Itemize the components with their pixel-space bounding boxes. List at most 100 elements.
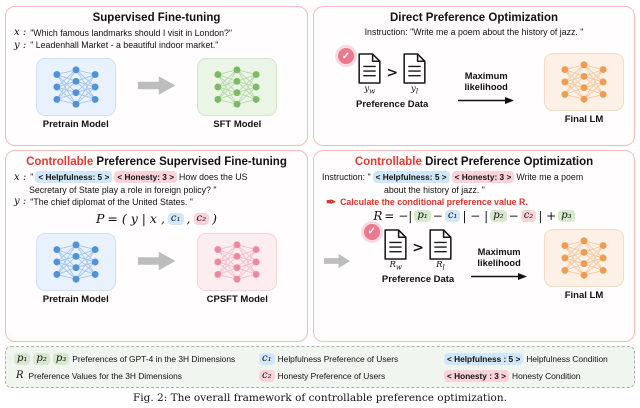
c2-pill: c₂	[520, 209, 537, 222]
cpsft-model: CPSFT Model	[197, 233, 278, 305]
sft-title: Supervised Fine-tuning	[92, 12, 221, 24]
doc-label: yw	[364, 84, 376, 96]
sft-y-line: y : " Leadenhall Market - a beautiful in…	[14, 40, 299, 51]
model-label: Pretrain Model	[42, 118, 109, 130]
dpo-panel: Direct Preference Optimization Instructi…	[313, 6, 635, 146]
neural-network-icon	[197, 233, 278, 291]
greater-than: >	[412, 240, 424, 257]
block-arrow-icon	[324, 253, 350, 269]
model-label: SFT Model	[213, 118, 262, 130]
helpfulness-condition-pill: < Helpfulness : 5 >	[444, 352, 524, 365]
cpsft-y-line: y : "The chief diplomat of the United St…	[14, 196, 193, 207]
legend-c1-item: c₁ Helpfulness Preference of Users	[259, 352, 444, 365]
dpo-title: Direct Preference Optimization	[389, 12, 559, 24]
cpsft-x-line2: Secretary of State play a role in foreig…	[29, 184, 217, 195]
bottom-row: Controllable Preference Supervised Fine-…	[5, 150, 635, 342]
checkmark-icon: ✓	[363, 223, 380, 240]
legend-helpfulness-item: < Helpfulness : 5 > Helpfulness Conditio…	[444, 352, 626, 365]
cpsft-title: Controllable Preference Supervised Fine-…	[26, 156, 287, 168]
arrow-icon	[457, 96, 515, 105]
legend-r-item: R Preference Values for the 3H Dimension…	[16, 370, 182, 381]
model-label: Pretrain Model	[42, 294, 109, 305]
sft-x-line: x : "Which famous landmarks should I vis…	[14, 27, 299, 38]
sft-panel: Supervised Fine-tuning x : "Which famous…	[5, 6, 308, 146]
y-text: " Leadenhall Market - a beautiful indoor…	[30, 40, 219, 50]
figure-caption: Fig. 2: The overall framework of control…	[133, 392, 507, 404]
neural-network-icon	[543, 228, 624, 287]
helpfulness-condition-pill: < Helpfulness: 5 >	[372, 171, 450, 183]
honesty-condition-pill: < Honesty : 3 >	[444, 369, 510, 382]
x-variable: x :	[14, 171, 27, 183]
sft-model: SFT Model	[197, 57, 278, 130]
dpo-diagram: ✓ yw > yl Preference Data	[322, 48, 626, 125]
c1-pill: c₁	[259, 352, 275, 365]
doc-label: Rl	[436, 259, 445, 272]
doc-label: yl	[411, 84, 419, 96]
preference-data-group: ✓ yw > yl Preference Data	[338, 48, 429, 110]
doc-label: Rw	[389, 259, 402, 272]
document-icon: Rw	[383, 229, 408, 273]
x-variable: x :	[14, 27, 27, 38]
legend-c2-item: c₂ Honesty Preference of Users	[259, 369, 444, 382]
p1-pill: p₁	[14, 352, 31, 365]
preference-data-group: ✓ Rw > Rl Preference Data	[363, 223, 455, 286]
legend-honesty-item: < Honesty : 3 > Honesty Condition	[444, 369, 626, 382]
block-arrow-icon	[137, 76, 176, 95]
cdpo-formula: R = −| p₁ − c₁ | − | p₂ − c₂ | + p₃	[322, 209, 626, 223]
model-label: Final LM	[564, 289, 604, 301]
model-label: Final LM	[564, 114, 604, 125]
document-icon: yl	[402, 53, 427, 97]
cdpo-instruction-line1: Instruction: " < Helpfulness: 5 > < Hone…	[322, 171, 584, 183]
y-variable: y :	[14, 196, 27, 207]
pretrain-model: Pretrain Model	[35, 57, 116, 130]
cpsft-diagram: Pretrain Model CPSFT Model	[14, 233, 299, 305]
legend: p₁ p₂ p₃ Preferences of GPT-4 in the 3H …	[5, 346, 635, 388]
x-text: "Which famous landmarks should I visit i…	[30, 27, 233, 38]
cdpo-panel: Controllable Direct Preference Optimizat…	[313, 150, 635, 342]
neural-network-icon	[543, 53, 624, 111]
cpsft-panel: Controllable Preference Supervised Fine-…	[5, 150, 308, 342]
helpfulness-condition-pill: < Helpfulness: 5 >	[35, 171, 113, 183]
honesty-condition-pill: < Honesty: 3 >	[451, 171, 515, 183]
checkmark-icon: ✓	[338, 48, 354, 64]
calc-note: ✒ Calculate the conditional preference v…	[326, 194, 528, 209]
maximum-likelihood: Maximum likelihood	[470, 247, 528, 281]
p2-pill: p₂	[490, 209, 507, 222]
greater-than: >	[386, 64, 399, 81]
pretrain-model: Pretrain Model	[35, 233, 116, 305]
c2-pill: c₂	[193, 212, 210, 225]
arrow-icon	[470, 272, 528, 281]
document-icon: yw	[357, 53, 382, 97]
dpo-instruction: Instruction: "Write me a poem about the …	[364, 27, 584, 37]
p2-pill: p₂	[33, 352, 50, 365]
legend-p-item: p₁ p₂ p₃ Preferences of GPT-4 in the 3H …	[14, 352, 259, 365]
neural-network-icon	[197, 57, 278, 116]
cdpo-instruction-line2: about the history of jazz. "	[384, 184, 485, 195]
block-arrow-icon	[137, 251, 176, 271]
sft-diagram: Pretrain Model SFT Model	[14, 57, 299, 130]
cdpo-diagram: ✓ Rw > Rl Preference Data	[322, 223, 626, 301]
preference-data-label: Preference Data	[381, 274, 455, 286]
cpsft-x-line1: x : " < Helpfulness: 5 > < Honesty: 3 > …	[14, 171, 248, 183]
maximum-likelihood: Maximum likelihood	[457, 71, 515, 105]
y-variable: y :	[14, 39, 27, 51]
c1-pill: c₁	[444, 209, 461, 222]
preference-data-label: Preference Data	[356, 98, 429, 110]
p3-pill: p₃	[52, 352, 70, 365]
pen-icon: ✒	[326, 194, 337, 209]
neural-network-icon	[35, 233, 116, 291]
p3-pill: p₃	[558, 209, 575, 222]
final-lm-model: Final LM	[543, 228, 624, 301]
model-label: CPSFT Model	[206, 294, 268, 305]
final-lm-model: Final LM	[543, 53, 624, 125]
top-row: Supervised Fine-tuning x : "Which famous…	[5, 6, 635, 146]
cpsft-formula: P = ( y | x , c₁ , c₂ )	[95, 211, 218, 226]
cdpo-title: Controllable Direct Preference Optimizat…	[354, 156, 594, 168]
neural-network-icon	[35, 57, 116, 116]
document-icon: Rl	[428, 229, 453, 273]
honesty-condition-pill: < Honesty: 3 >	[114, 171, 178, 183]
c2-pill: c₂	[259, 369, 275, 382]
r-symbol: R	[16, 370, 24, 381]
p1-pill: p₁	[414, 209, 431, 222]
